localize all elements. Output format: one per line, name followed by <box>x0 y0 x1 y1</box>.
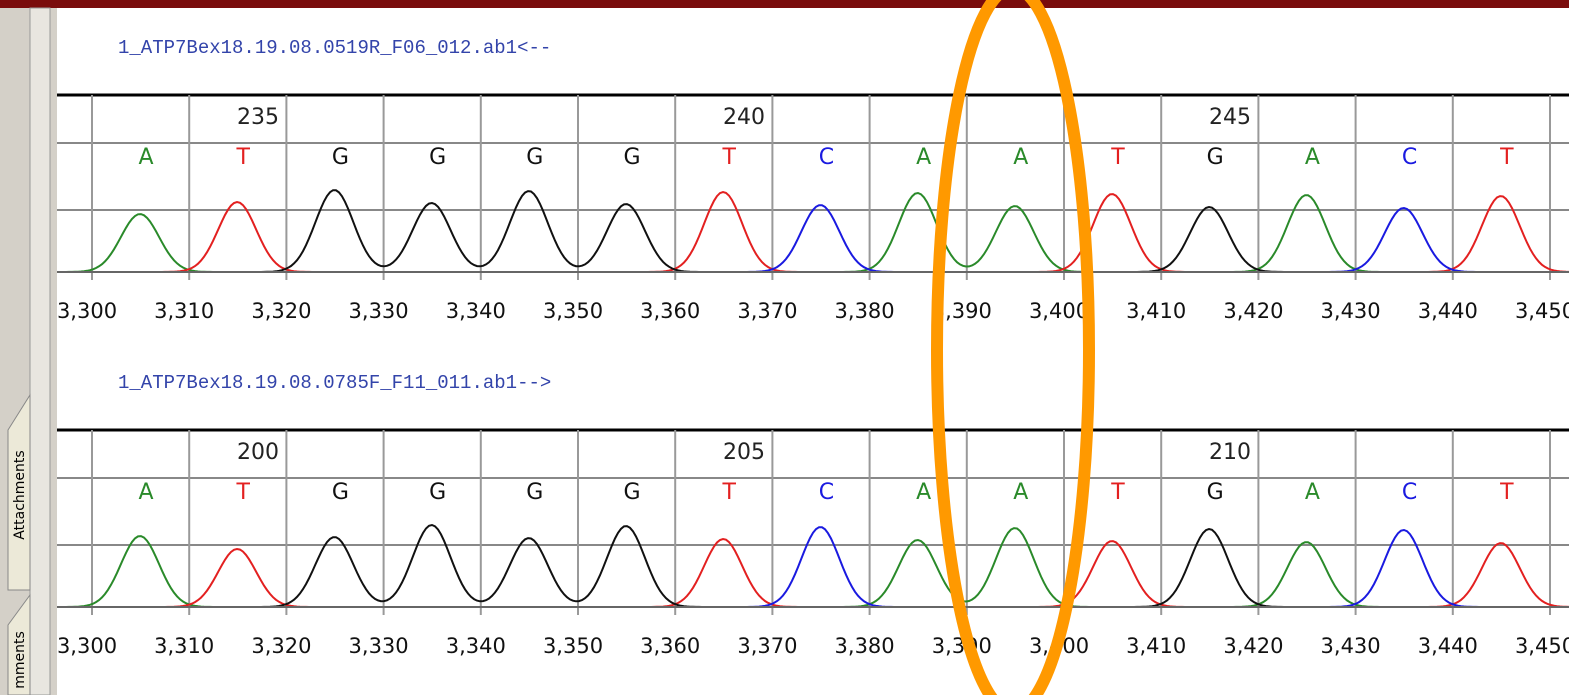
axis-label: 3,350 <box>543 299 603 323</box>
axis-label: 3,300 <box>57 299 117 323</box>
file-name: 1_ATP7Bex18.19.08.0519R_F06_012.ab1<-- <box>118 37 551 59</box>
axis-label: 3,340 <box>446 634 506 658</box>
base-call: T <box>1110 480 1125 505</box>
base-call: G <box>429 480 446 505</box>
base-call: G <box>429 145 446 170</box>
base-call: T <box>1499 145 1514 170</box>
axis-label: 3,370 <box>737 299 797 323</box>
axis-label: 3,370 <box>737 634 797 658</box>
tab-strip <box>30 8 50 695</box>
axis-label: 3,420 <box>1223 299 1283 323</box>
position-number: 240 <box>723 105 765 130</box>
base-call: G <box>623 480 640 505</box>
base-call: T <box>235 145 250 170</box>
tab-label[interactable]: Attachments <box>12 450 28 539</box>
base-call: C <box>1402 145 1417 170</box>
base-call: A <box>138 480 153 505</box>
axis-label: 3,450 <box>1515 299 1569 323</box>
axis-label: 3,360 <box>640 299 700 323</box>
position-number: 205 <box>723 440 765 465</box>
file-name: 1_ATP7Bex18.19.08.0785F_F11_011.ab1--> <box>118 372 551 394</box>
axis-label: 3,300 <box>57 634 117 658</box>
axis-label: 3,340 <box>446 299 506 323</box>
base-call: C <box>819 145 834 170</box>
base-call: C <box>819 480 834 505</box>
base-call: C <box>1402 480 1417 505</box>
axis-label: 3,440 <box>1418 299 1478 323</box>
position-number: 235 <box>237 105 279 130</box>
screen: Attachments mments 1_ATP7Bex18.19.08.051… <box>0 0 1569 695</box>
axis-label: 3,330 <box>349 299 409 323</box>
base-call: T <box>721 145 736 170</box>
base-call: A <box>916 480 931 505</box>
position-number: 200 <box>237 440 279 465</box>
axis-label: 3,360 <box>640 634 700 658</box>
base-call: A <box>1305 480 1320 505</box>
base-call: T <box>721 480 736 505</box>
axis-label: 3,380 <box>835 299 895 323</box>
base-call: A <box>1013 145 1028 170</box>
axis-label: 3,350 <box>543 634 603 658</box>
base-call: G <box>623 145 640 170</box>
base-call: A <box>1013 480 1028 505</box>
base-call: G <box>526 145 543 170</box>
base-call: G <box>332 145 349 170</box>
base-call: A <box>138 145 153 170</box>
axis-label: 3,330 <box>349 634 409 658</box>
base-call: G <box>526 480 543 505</box>
axis-label: 3,400 <box>1029 299 1089 323</box>
axis-label: 3,430 <box>1321 634 1381 658</box>
axis-label: 3,430 <box>1321 299 1381 323</box>
position-number: 210 <box>1209 440 1251 465</box>
axis-label: 3,320 <box>251 299 311 323</box>
base-call: G <box>332 480 349 505</box>
axis-label: 3,410 <box>1126 299 1186 323</box>
position-number: 245 <box>1209 105 1251 130</box>
axis-label: 3,380 <box>835 634 895 658</box>
base-call: A <box>1305 145 1320 170</box>
viewer <box>57 8 1569 695</box>
axis-label: 3,310 <box>154 299 214 323</box>
base-call: T <box>1499 480 1514 505</box>
axis-label: 3,440 <box>1418 634 1478 658</box>
page: Attachments mments 1_ATP7Bex18.19.08.051… <box>0 0 1569 695</box>
axis-label: 3,310 <box>154 634 214 658</box>
axis-label: 3,320 <box>251 634 311 658</box>
axis-label: 3,410 <box>1126 634 1186 658</box>
base-call: T <box>235 480 250 505</box>
axis-label: 3,420 <box>1223 634 1283 658</box>
base-call: T <box>1110 145 1125 170</box>
base-call: G <box>1207 480 1224 505</box>
axis-label: 3,450 <box>1515 634 1569 658</box>
base-call: A <box>916 145 931 170</box>
tab-label[interactable]: mments <box>12 631 28 689</box>
base-call: G <box>1207 145 1224 170</box>
